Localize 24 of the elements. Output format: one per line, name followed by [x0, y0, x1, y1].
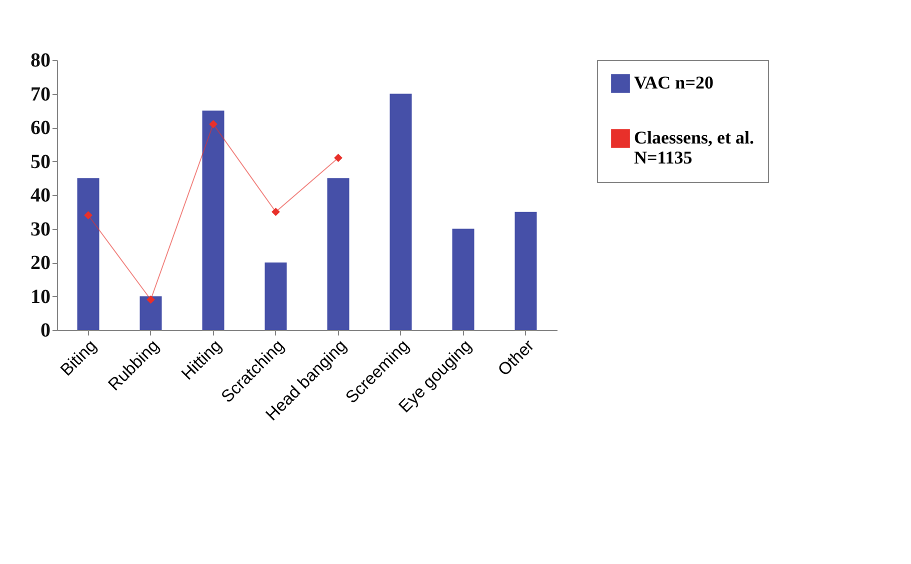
y-tick-label: 30: [30, 218, 50, 240]
point: [272, 208, 280, 216]
y-tick-label: 0: [40, 320, 50, 342]
point: [209, 120, 218, 128]
y-tick-label: 20: [30, 252, 50, 274]
y-tick-label: 70: [30, 83, 50, 106]
point: [334, 154, 342, 162]
y-tick-label: 50: [30, 150, 50, 173]
y-tick-label: 60: [30, 117, 50, 139]
bar: [202, 110, 224, 330]
y-tick-label: 80: [30, 50, 50, 72]
y-tick-label: 10: [30, 286, 50, 308]
y-tick-label: 40: [30, 184, 50, 206]
point: [146, 295, 155, 304]
bar: [327, 178, 350, 330]
bar: [264, 262, 287, 330]
bar: [452, 228, 474, 330]
bar: [514, 212, 537, 330]
legend-label: Claessens, et al. N=1135: [634, 128, 754, 168]
point: [84, 211, 92, 220]
bar: [140, 296, 162, 330]
bar: [77, 178, 100, 330]
legend-label: VAC n=20: [634, 72, 714, 92]
bar: [390, 94, 412, 330]
